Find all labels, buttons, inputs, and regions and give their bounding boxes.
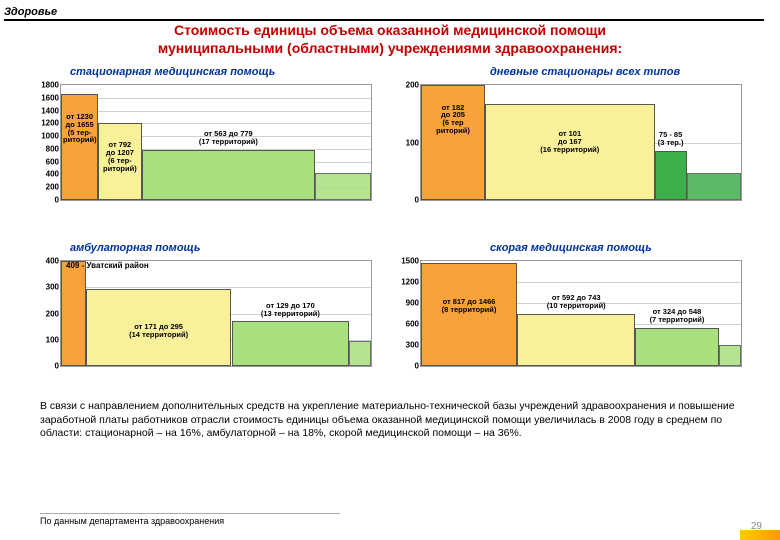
chart-segment [61, 261, 86, 366]
chart-bl: амбулаторная помощьрублей / посещение010… [60, 242, 372, 349]
segment-label: 75 - 85(3 тер.) [657, 131, 685, 147]
segment-label: от 817 до 1466(8 территорий) [423, 298, 515, 314]
segment-label: от 592 до 743(10 территорий) [519, 294, 633, 310]
chart-segment [655, 151, 687, 200]
chart-plot: 030060090012001500от 817 до 1466(8 терри… [420, 260, 742, 367]
y-tick: 600 [46, 157, 61, 166]
y-tick: 1000 [41, 132, 61, 141]
chart-tail [719, 345, 741, 366]
chart-segment [61, 94, 98, 200]
segment-label: от 101до 167(16 территорий) [487, 130, 653, 154]
chart-plot: 0100200300400от 171 до 295(14 территорий… [60, 260, 372, 367]
y-tick: 200 [46, 183, 61, 192]
chart-segment [421, 263, 517, 366]
footnote: По данным департамента здравоохранения [40, 513, 340, 526]
segment-label: от 171 до 295(14 территорий) [88, 323, 230, 339]
y-tick: 900 [406, 299, 421, 308]
chart-callout: 409 - Уватский район [66, 262, 149, 271]
chart-tail [315, 173, 371, 200]
chart-tr: дневные стационары всех типоврублей / па… [420, 66, 742, 183]
grid-line [61, 98, 371, 99]
y-tick: 400 [46, 257, 61, 266]
y-tick: 1200 [401, 278, 421, 287]
segment-label: от 129 до 170(13 территорий) [234, 302, 348, 318]
chart-title: скорая медицинская помощь [490, 242, 652, 254]
section-header: Здоровье [4, 6, 764, 21]
segment-label: от 563 до 779(17 территорий) [144, 130, 314, 146]
y-tick: 1200 [41, 119, 61, 128]
chart-br: скорая медицинская помощьрублей / вызов0… [420, 242, 742, 349]
segment-label: от 182до 205(6 территорий) [423, 104, 483, 136]
chart-tail [349, 341, 371, 366]
body-paragraph: В связи с направлением дополнительных ср… [40, 400, 740, 441]
segment-label: от 792до 1207(6 тер-риторий) [100, 141, 139, 173]
y-tick: 1600 [41, 93, 61, 102]
y-tick: 200 [406, 81, 421, 90]
grid-line [61, 111, 371, 112]
chart-tail [687, 173, 741, 200]
y-tick: 800 [46, 144, 61, 153]
y-tick: 400 [46, 170, 61, 179]
y-tick: 100 [46, 335, 61, 344]
chart-tl: стационарная медицинская помощьрублей / … [60, 66, 372, 183]
chart-title: стационарная медицинская помощь [70, 66, 275, 78]
y-tick: 300 [406, 341, 421, 350]
y-tick: 1500 [401, 257, 421, 266]
y-tick: 200 [46, 309, 61, 318]
y-tick: 1400 [41, 106, 61, 115]
y-tick: 300 [46, 283, 61, 292]
chart-segment [517, 314, 635, 366]
y-tick: 100 [406, 138, 421, 147]
page-title: Стоимость единицы объема оказанной медиц… [0, 22, 780, 57]
segment-label: от 324 до 548(7 территорий) [637, 308, 716, 324]
y-tick: 1800 [41, 81, 61, 90]
chart-segment [232, 321, 350, 366]
y-tick: 600 [406, 320, 421, 329]
title-line-1: Стоимость единицы объема оказанной медиц… [174, 22, 606, 38]
chart-title: амбулаторная помощь [70, 242, 200, 254]
chart-title: дневные стационары всех типов [490, 66, 680, 78]
chart-plot: 0100200от 182до 205(6 территорий)от 101д… [420, 84, 742, 201]
segment-label: от 1230до 1655(5 тер-риторий) [63, 113, 96, 145]
chart-plot: 020040060080010001200140016001800от 1230… [60, 84, 372, 201]
corner-accent [740, 530, 780, 540]
chart-segment [142, 150, 316, 200]
chart-segment [635, 328, 718, 366]
title-line-2: муниципальными (областными) учреждениями… [158, 40, 622, 56]
